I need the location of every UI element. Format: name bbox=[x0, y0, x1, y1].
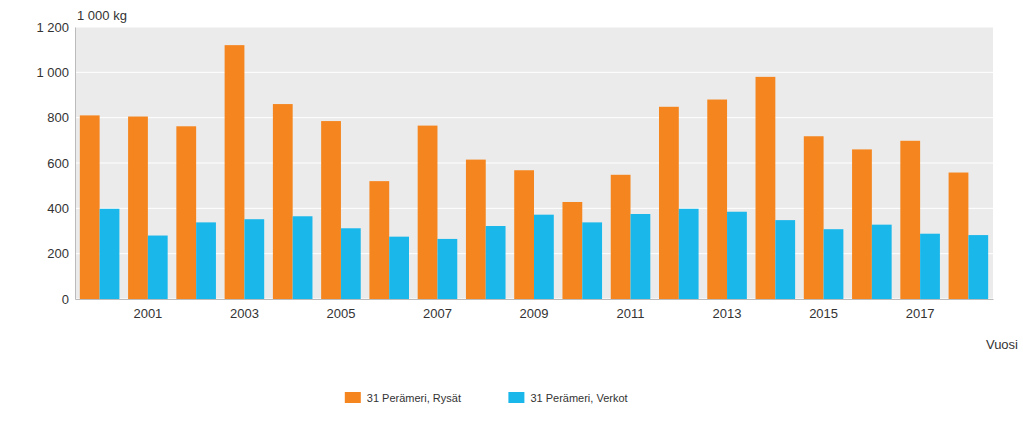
x-tick-label: 2005 bbox=[326, 306, 355, 321]
legend-swatch bbox=[508, 392, 524, 403]
x-tick-label: 2007 bbox=[423, 306, 452, 321]
y-tick-label: 600 bbox=[47, 156, 69, 171]
y-tick: 600 bbox=[47, 156, 75, 171]
y-axis: 0 200 400 600 800 1 000 1 200 bbox=[36, 20, 75, 307]
bar bbox=[293, 216, 313, 299]
bar bbox=[631, 214, 651, 299]
x-tick: 2007 bbox=[423, 306, 452, 321]
x-tick: 2003 bbox=[230, 306, 259, 321]
bar bbox=[852, 149, 872, 299]
x-axis-title: Vuosi bbox=[986, 337, 1018, 352]
x-tick-label: 2017 bbox=[906, 306, 935, 321]
bar bbox=[534, 215, 554, 299]
y-tick: 400 bbox=[47, 201, 75, 216]
bars bbox=[80, 45, 988, 299]
bar bbox=[225, 45, 245, 299]
bar bbox=[80, 115, 100, 299]
bar bbox=[369, 181, 389, 299]
bar bbox=[148, 236, 168, 299]
x-tick: 2005 bbox=[326, 306, 355, 321]
x-tick-label: 2011 bbox=[617, 306, 645, 321]
legend-label: 31 Perämeri, Verkot bbox=[530, 392, 627, 404]
bar bbox=[418, 126, 438, 299]
x-tick-label: 2009 bbox=[520, 306, 549, 321]
bar bbox=[872, 225, 892, 299]
x-tick: 2001 bbox=[133, 306, 162, 321]
x-tick: 2011 bbox=[617, 306, 645, 321]
bar bbox=[514, 170, 534, 299]
bar bbox=[582, 222, 602, 299]
y-tick-label: 1 200 bbox=[36, 20, 69, 35]
bar bbox=[196, 222, 216, 299]
x-axis: 2001 2003 2005 2007 2009 2011 2013 2015 2017 bbox=[76, 300, 994, 322]
bar bbox=[949, 173, 969, 299]
bar bbox=[437, 239, 457, 299]
x-tick: 2009 bbox=[520, 306, 549, 321]
bar bbox=[679, 209, 699, 299]
y-tick: 200 bbox=[47, 246, 75, 261]
y-axis-title: 1 000 kg bbox=[77, 8, 127, 23]
bar bbox=[244, 219, 264, 299]
x-tick: 2013 bbox=[713, 306, 742, 321]
grid-line bbox=[75, 72, 993, 73]
bar bbox=[920, 234, 940, 299]
bar bbox=[707, 100, 727, 299]
x-axis-line bbox=[76, 299, 994, 300]
y-tick-label: 800 bbox=[47, 110, 69, 125]
bar bbox=[273, 104, 293, 299]
y-tick-label: 200 bbox=[47, 246, 69, 261]
y-tick-label: 0 bbox=[62, 292, 69, 307]
bar bbox=[756, 77, 776, 299]
legend-label: 31 Perämeri, Rysät bbox=[367, 392, 461, 404]
bar bbox=[341, 228, 361, 299]
grid-line bbox=[75, 117, 993, 118]
y-tick: 0 bbox=[62, 292, 75, 307]
grid-line bbox=[75, 27, 993, 28]
bar bbox=[659, 107, 679, 299]
bar bbox=[562, 202, 582, 299]
bar bbox=[486, 226, 506, 299]
y-tick-label: 400 bbox=[47, 201, 69, 216]
y-tick: 1 200 bbox=[36, 20, 75, 35]
bar bbox=[611, 175, 631, 299]
bar bbox=[321, 121, 341, 299]
bar bbox=[466, 160, 486, 299]
bar bbox=[900, 141, 920, 299]
x-tick: 2017 bbox=[906, 306, 935, 321]
grid bbox=[75, 27, 993, 299]
bar bbox=[775, 220, 795, 299]
x-tick-label: 2013 bbox=[713, 306, 742, 321]
bar bbox=[389, 237, 409, 299]
y-tick: 800 bbox=[47, 110, 75, 125]
bar bbox=[968, 235, 988, 299]
bar bbox=[176, 126, 196, 299]
bar bbox=[128, 117, 148, 299]
y-tick: 1 000 bbox=[36, 65, 75, 80]
y-axis-line bbox=[75, 28, 76, 300]
legend-swatch bbox=[345, 392, 361, 403]
bar bbox=[804, 136, 824, 299]
bar bbox=[100, 209, 120, 299]
x-tick-label: 2015 bbox=[809, 306, 838, 321]
y-tick-label: 1 000 bbox=[36, 65, 69, 80]
x-tick-label: 2003 bbox=[230, 306, 259, 321]
bar bbox=[824, 229, 844, 299]
bar bbox=[727, 212, 747, 299]
plot-background bbox=[75, 27, 993, 299]
x-tick: 2015 bbox=[809, 306, 838, 321]
x-tick-label: 2001 bbox=[133, 306, 162, 321]
legend: 31 Perämeri, Rysät 31 Perämeri, Verkot bbox=[345, 392, 628, 404]
